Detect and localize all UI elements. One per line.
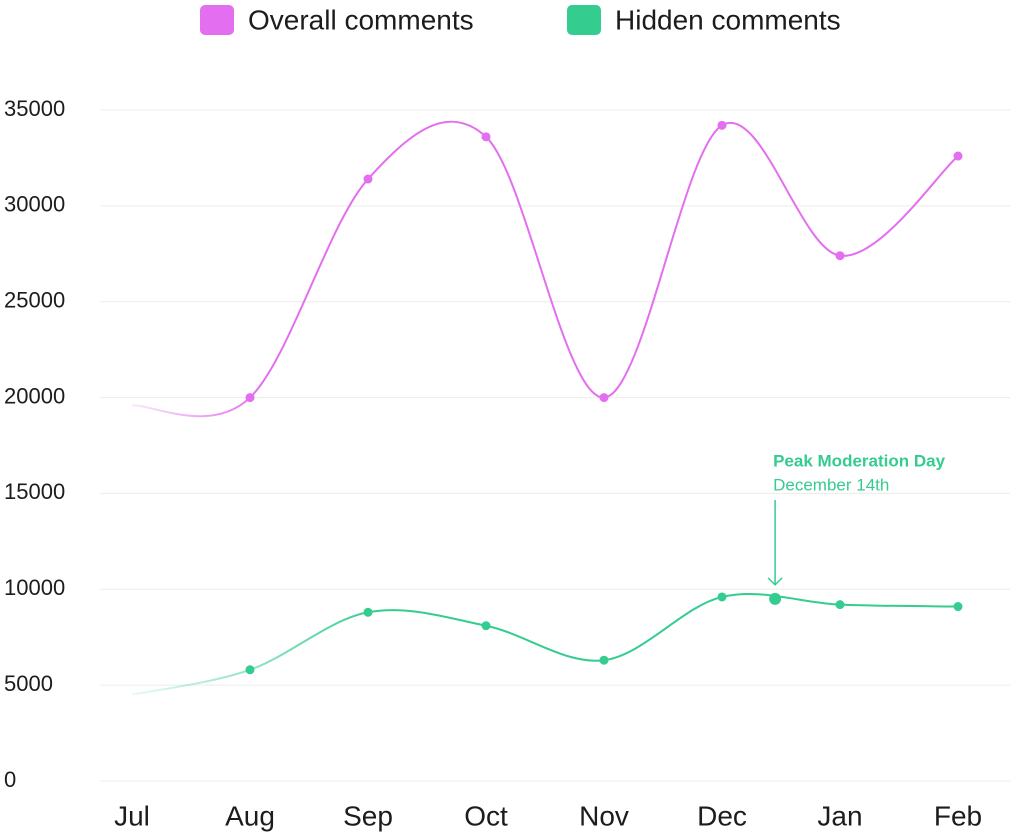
data-point <box>599 655 609 665</box>
x-tick-label: Sep <box>343 800 393 831</box>
data-point <box>953 151 963 161</box>
data-point <box>363 607 373 617</box>
legend-label: Overall comments <box>248 4 474 35</box>
x-tick-label: Nov <box>579 800 629 831</box>
x-tick-label: Oct <box>464 800 508 831</box>
annotation-title: Peak Moderation Day <box>773 451 945 470</box>
data-point <box>835 600 845 610</box>
y-tick-label: 20000 <box>4 383 65 408</box>
data-point <box>717 120 727 130</box>
series-line <box>131 120 959 418</box>
x-tick-label: Feb <box>934 800 982 831</box>
legend-swatch <box>567 5 601 35</box>
data-point <box>835 251 845 261</box>
data-point <box>953 602 963 612</box>
series-line <box>131 593 959 696</box>
annotation-point <box>769 592 782 605</box>
y-tick-label: 25000 <box>4 288 65 313</box>
data-point <box>717 592 727 602</box>
x-tick-label: Jul <box>114 800 150 831</box>
data-point <box>245 665 255 675</box>
data-point <box>245 393 255 403</box>
annotation-arrowhead <box>767 577 783 586</box>
annotation-text: December 14th <box>773 475 889 494</box>
data-point <box>599 393 609 403</box>
y-tick-label: 35000 <box>4 96 65 121</box>
y-tick-label: 30000 <box>4 192 65 217</box>
legend-swatch <box>200 5 234 35</box>
x-tick-label: Aug <box>225 800 275 831</box>
y-tick-label: 10000 <box>4 575 65 600</box>
data-point <box>363 174 373 184</box>
y-tick-label: 15000 <box>4 479 65 504</box>
x-tick-label: Dec <box>697 800 747 831</box>
data-point <box>481 621 491 631</box>
legend-label: Hidden comments <box>615 4 841 35</box>
y-tick-label: 5000 <box>4 671 53 696</box>
y-tick-label: 0 <box>4 767 16 792</box>
x-tick-label: Jan <box>817 800 862 831</box>
data-point <box>481 132 491 142</box>
